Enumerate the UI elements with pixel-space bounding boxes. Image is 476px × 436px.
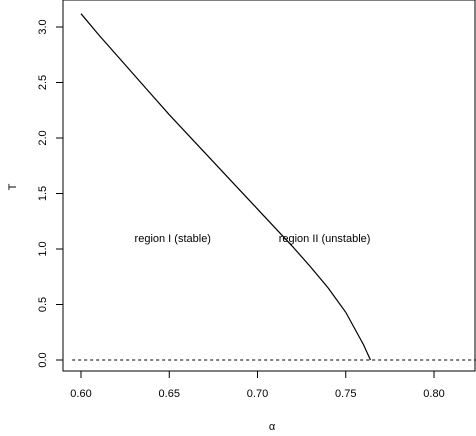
annotation-layer: region I (stable) region II (unstable) bbox=[135, 233, 371, 245]
y-tick-label: 1.5 bbox=[37, 186, 49, 201]
y-tick-label: 3.0 bbox=[37, 19, 49, 34]
x-tick-label: 0.75 bbox=[335, 388, 356, 400]
x-tick-label: 0.65 bbox=[159, 388, 180, 400]
stability-boundary-curve bbox=[80, 13, 372, 361]
y-tick-label: 1.0 bbox=[37, 241, 49, 256]
series-layer bbox=[72, 13, 476, 361]
y-axis: 0.0 0.5 1.0 1.5 2.0 2.5 3.0 bbox=[37, 19, 64, 368]
plot-frame bbox=[62, 0, 476, 372]
x-axis: 0.60 0.65 0.70 0.75 0.80 bbox=[70, 370, 445, 400]
y-axis-label: T bbox=[7, 183, 19, 190]
region-stable-label: region I (stable) bbox=[135, 233, 211, 245]
y-tick-label: 2.5 bbox=[37, 75, 49, 90]
y-tick-label: 0.5 bbox=[37, 297, 49, 312]
x-tick-label: 0.60 bbox=[70, 388, 91, 400]
y-tick-label: 2.0 bbox=[37, 130, 49, 145]
x-tick-label: 0.80 bbox=[423, 388, 444, 400]
region-unstable-label: region II (unstable) bbox=[279, 233, 371, 245]
x-axis-label: α bbox=[269, 421, 276, 433]
y-tick-label: 0.0 bbox=[37, 352, 49, 367]
x-tick-label: 0.70 bbox=[247, 388, 268, 400]
